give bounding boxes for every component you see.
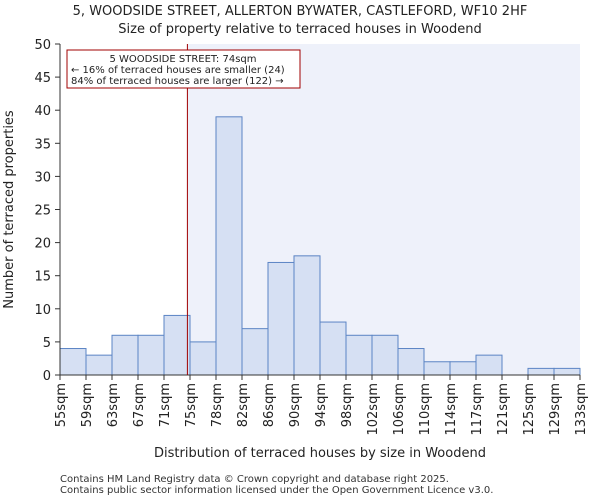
histogram-bar xyxy=(85,354,113,376)
histogram-bar xyxy=(59,348,87,376)
annotation-smaller: ← 16% of terraced houses are smaller (24… xyxy=(71,65,285,76)
footer-licence: Contains public sector information licen… xyxy=(60,485,494,496)
y-tick-label: 30 xyxy=(34,170,51,185)
x-tick-label: 86sqm xyxy=(262,383,277,427)
x-tick-label: 67sqm xyxy=(132,383,147,427)
x-tick-label: 63sqm xyxy=(106,383,121,427)
histogram-bar xyxy=(267,261,295,376)
annotation-larger: 84% of terraced houses are larger (122) … xyxy=(71,76,284,87)
histogram-bar xyxy=(319,321,347,376)
x-tick-label: 71sqm xyxy=(158,383,173,427)
x-tick-label: 94sqm xyxy=(314,383,329,427)
x-axis-title: Distribution of terraced houses by size … xyxy=(154,446,486,461)
x-tick-label: 106sqm xyxy=(392,383,407,436)
histogram-bar xyxy=(345,334,373,376)
y-tick-label: 35 xyxy=(34,137,51,152)
y-tick-label: 5 xyxy=(43,336,51,351)
x-tick-label: 90sqm xyxy=(288,383,303,427)
x-tick-label: 133sqm xyxy=(574,383,589,436)
histogram-bar xyxy=(241,328,269,376)
footer-copyright: Contains HM Land Registry data © Crown c… xyxy=(60,474,449,485)
x-tick-label: 114sqm xyxy=(444,383,459,436)
histogram-bar xyxy=(137,334,165,376)
histogram-bar xyxy=(527,367,555,376)
y-tick-label: 15 xyxy=(34,270,51,285)
x-tick-label: 125sqm xyxy=(522,383,537,436)
annotation-box xyxy=(66,49,301,89)
y-tick-label: 40 xyxy=(34,104,51,119)
x-tick-label: 82sqm xyxy=(236,383,251,427)
y-tick-label: 20 xyxy=(34,237,51,252)
x-tick-label: 121sqm xyxy=(496,383,511,436)
histogram-bar xyxy=(423,361,451,376)
larger-region-shade xyxy=(187,44,580,375)
x-tick-label: 78sqm xyxy=(210,383,225,427)
histogram-bar xyxy=(475,354,503,376)
x-tick-label: 75sqm xyxy=(184,383,199,427)
histogram-bar xyxy=(449,361,477,376)
y-tick-label: 0 xyxy=(43,369,51,384)
y-tick-label: 10 xyxy=(34,303,51,318)
histogram-bar xyxy=(371,334,399,376)
x-tick-label: 59sqm xyxy=(80,383,95,427)
y-tick-label: 25 xyxy=(34,204,51,219)
x-tick-label: 98sqm xyxy=(340,383,355,427)
x-tick-label: 55sqm xyxy=(54,383,69,427)
x-tick-label: 129sqm xyxy=(548,383,563,436)
x-tick-label: 110sqm xyxy=(418,383,433,436)
histogram-bar xyxy=(163,314,191,376)
histogram-bar xyxy=(553,367,581,376)
chart-title-line-2: Size of property relative to terraced ho… xyxy=(118,22,482,37)
chart-title-line-1: 5, WOODSIDE STREET, ALLERTON BYWATER, CA… xyxy=(72,4,528,19)
y-axis-title: Number of terraced properties xyxy=(2,110,17,309)
annotation-title: 5 WOODSIDE STREET: 74sqm xyxy=(110,54,257,65)
y-tick-label: 45 xyxy=(34,71,51,86)
y-tick-label: 50 xyxy=(34,38,51,53)
histogram-bar xyxy=(293,255,321,376)
histogram-bar xyxy=(397,348,425,376)
x-tick-label: 117sqm xyxy=(470,383,485,436)
x-tick-label: 102sqm xyxy=(366,383,381,436)
histogram-bar xyxy=(111,334,139,376)
histogram-bar xyxy=(215,116,243,376)
histogram-bar xyxy=(189,341,217,376)
